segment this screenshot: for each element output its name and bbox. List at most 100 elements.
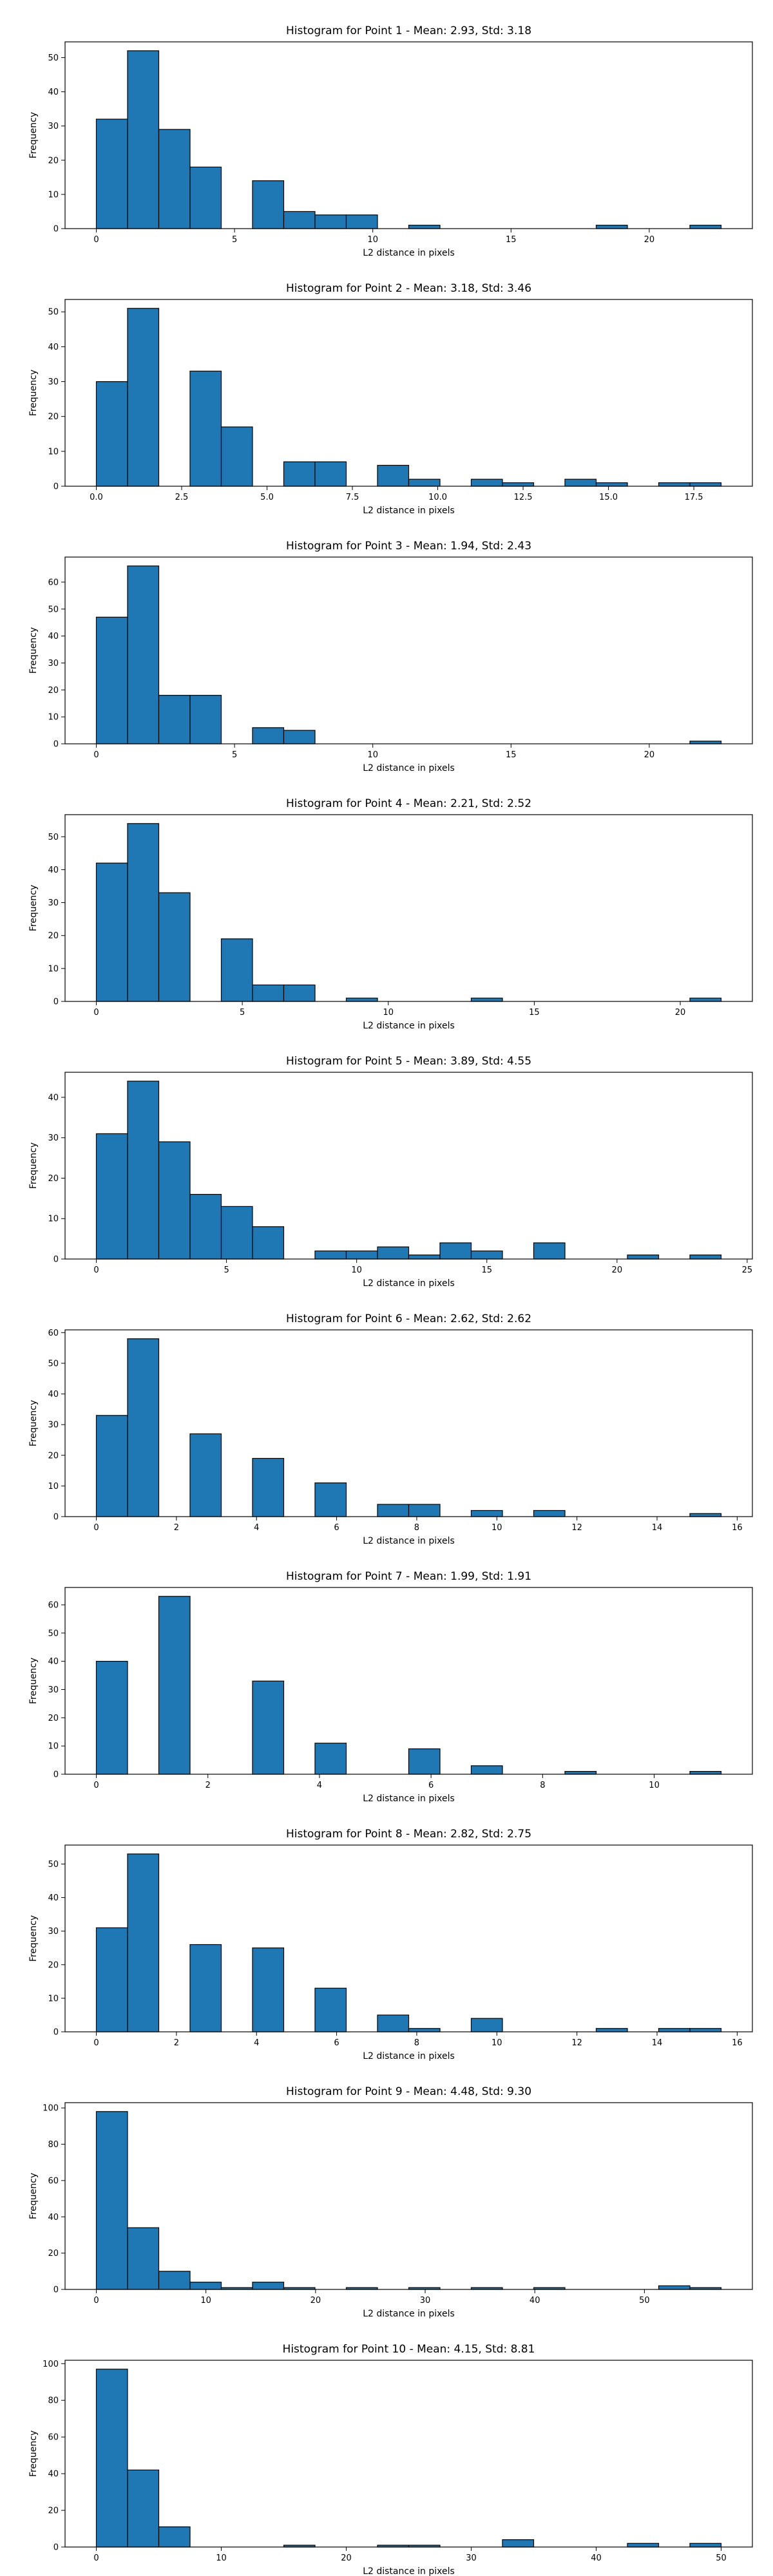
histogram-bar <box>189 1193 222 1260</box>
histogram-bar <box>220 938 253 1002</box>
y-tick-label: 10 <box>48 1994 59 2003</box>
chart-title: Histogram for Point 1 - Mean: 2.93, Std:… <box>286 24 531 37</box>
y-tick-label: 50 <box>48 308 59 317</box>
y-tick-label: 0 <box>53 2543 59 2553</box>
histogram-bar <box>658 482 691 487</box>
histogram-panel-7: Histogram for Point 7 - Mean: 1.99, Std:… <box>28 1570 753 1804</box>
x-axis-label: L2 distance in pixels <box>363 248 455 258</box>
x-tick-label: 50 <box>716 2553 727 2563</box>
y-tick-label: 20 <box>48 2249 59 2259</box>
histogram-bar <box>127 50 160 229</box>
y-tick-label: 30 <box>48 1927 59 1937</box>
histogram-bar <box>502 2539 535 2548</box>
x-tick-label: 4 <box>254 1523 259 1533</box>
y-tick-label: 0 <box>53 2286 59 2295</box>
histogram-bar <box>377 464 410 487</box>
histogram-panel-8: Histogram for Point 8 - Mean: 2.82, Std:… <box>28 1828 753 2061</box>
y-tick-label: 50 <box>48 1359 59 1368</box>
x-tick-label: 40 <box>591 2553 602 2563</box>
x-tick-label: 0 <box>93 2296 99 2306</box>
histogram-panel-2: Histogram for Point 2 - Mean: 3.18, Std:… <box>28 282 753 516</box>
y-tick-label: 50 <box>48 53 59 63</box>
x-tick-label: 10 <box>367 750 378 760</box>
y-tick-label: 20 <box>48 1174 59 1184</box>
histogram-bar <box>189 2282 222 2290</box>
plot-frame <box>64 2360 753 2548</box>
histogram-bar <box>127 1853 160 2032</box>
y-axis-label: Frequency <box>28 2430 39 2477</box>
histogram-panel-3: Histogram for Point 3 - Mean: 1.94, Std:… <box>28 540 753 773</box>
x-tick-label: 5 <box>232 235 237 245</box>
y-tick-label: 60 <box>48 1329 59 1338</box>
histogram-bar <box>345 214 378 229</box>
histogram-bar <box>470 1250 503 1260</box>
histogram-bar <box>158 695 191 744</box>
x-tick-label: 0 <box>93 1265 99 1275</box>
x-tick-label: 8 <box>540 1781 545 1790</box>
chart-title: Histogram for Point 9 - Mean: 4.48, Std:… <box>286 2085 531 2098</box>
x-tick-label: 10 <box>383 1008 394 1018</box>
x-tick-label: 10 <box>367 235 378 245</box>
histogram-bar <box>158 129 191 229</box>
x-tick-label: 16 <box>732 2038 743 2048</box>
x-tick-label: 2.5 <box>175 493 189 502</box>
histogram-bar <box>314 461 347 487</box>
x-tick-label: 6 <box>334 2038 339 2048</box>
histogram-bar <box>127 565 160 744</box>
histogram-bar <box>408 1255 441 1260</box>
histogram-bar <box>314 1482 347 1517</box>
x-tick-label: 15 <box>506 750 517 760</box>
x-tick-label: 16 <box>732 1523 743 1533</box>
y-tick-label: 40 <box>48 632 59 641</box>
x-axis-label: L2 distance in pixels <box>363 1536 455 1546</box>
x-tick-label: 25 <box>742 1265 753 1275</box>
histogram-bar <box>283 730 316 744</box>
histogram-bar <box>408 1748 441 1775</box>
y-tick-label: 0 <box>53 225 59 234</box>
y-tick-label: 10 <box>48 1482 59 1492</box>
histogram-bar <box>689 1771 722 1775</box>
y-tick-label: 60 <box>48 578 59 587</box>
x-tick-label: 0 <box>93 2553 99 2563</box>
histogram-bar <box>252 180 285 229</box>
histogram-bar <box>439 1242 472 1260</box>
histogram-panel-9: Histogram for Point 9 - Mean: 4.48, Std:… <box>28 2085 753 2319</box>
y-tick-label: 40 <box>48 2213 59 2222</box>
y-axis-label: Frequency <box>28 1400 39 1446</box>
y-tick-label: 30 <box>48 659 59 668</box>
plot-frame <box>64 556 753 744</box>
histogram-bar <box>377 2014 410 2032</box>
x-tick-label: 15 <box>481 1265 492 1275</box>
y-axis-label: Frequency <box>28 627 39 674</box>
y-tick-label: 20 <box>48 1960 59 1970</box>
x-tick-label: 15 <box>506 235 517 245</box>
histogram-bar <box>408 2028 441 2032</box>
histogram-bar <box>470 1765 503 1775</box>
x-axis-label: L2 distance in pixels <box>363 1794 455 1804</box>
x-tick-label: 0 <box>93 1523 99 1533</box>
histogram-bar <box>127 1338 160 1517</box>
histogram-bar <box>158 892 191 1002</box>
histogram-bar <box>345 998 378 1002</box>
y-tick-label: 20 <box>48 1451 59 1461</box>
y-tick-label: 0 <box>53 2028 59 2038</box>
histogram-bar <box>470 2018 503 2032</box>
x-axis-label: L2 distance in pixels <box>363 763 455 773</box>
y-axis-label: Frequency <box>28 112 39 158</box>
histogram-bar <box>689 2028 722 2032</box>
x-tick-label: 6 <box>334 1523 339 1533</box>
histogram-bar <box>627 2543 660 2548</box>
x-tick-label: 4 <box>254 2038 259 2048</box>
histogram-bar <box>408 478 441 487</box>
histogram-bar <box>564 1771 597 1775</box>
plot-frame <box>64 814 753 1002</box>
chart-title: Histogram for Point 10 - Mean: 4.15, Std… <box>283 2343 535 2356</box>
y-tick-label: 20 <box>48 686 59 696</box>
histogram-bar <box>408 225 441 229</box>
x-tick-label: 14 <box>652 2038 663 2048</box>
x-tick-label: 12 <box>571 2038 582 2048</box>
x-tick-label: 40 <box>530 2296 540 2306</box>
plot-frame <box>64 1844 753 2032</box>
chart-title: Histogram for Point 5 - Mean: 3.89, Std:… <box>286 1055 531 1068</box>
histogram-bar <box>314 1987 347 2032</box>
